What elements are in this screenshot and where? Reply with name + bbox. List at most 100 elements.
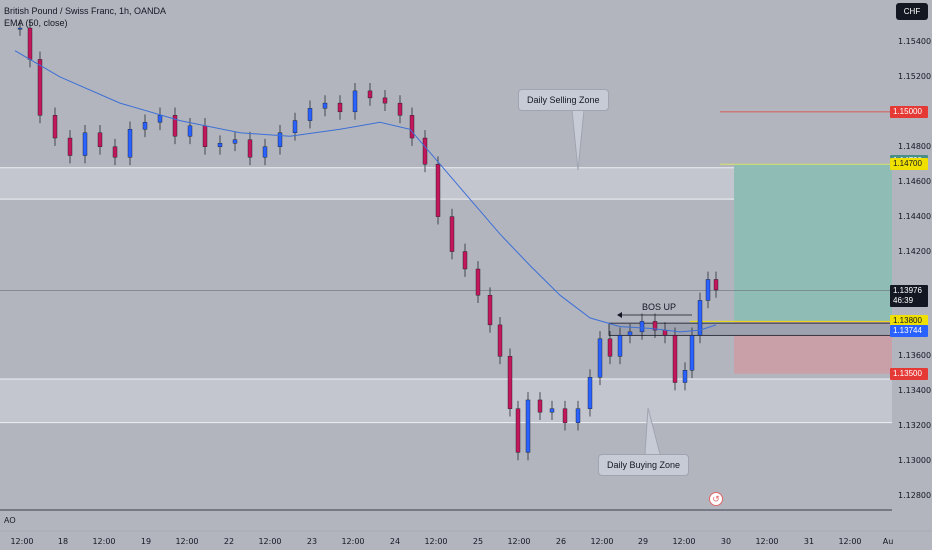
price-axis-label: 1.14600 <box>898 176 932 186</box>
ema-legend[interactable]: EMA (50, close) <box>4 18 68 28</box>
candle-body <box>575 408 581 423</box>
candle-body <box>682 370 688 383</box>
time-axis-label: 26 <box>555 537 567 546</box>
take-profit-area <box>734 164 892 322</box>
candle-body <box>515 408 521 453</box>
candle-body <box>127 129 133 158</box>
candle-body <box>617 335 623 357</box>
time-axis-label: 12:00 <box>92 537 116 546</box>
candle-body <box>422 137 428 165</box>
time-axis-label: 12:00 <box>341 537 365 546</box>
buying-zone <box>0 379 892 423</box>
time-axis-label: 12:00 <box>10 537 34 546</box>
time-axis-label: 22 <box>223 537 235 546</box>
buying-callout-pointer <box>644 407 661 455</box>
candle-body <box>112 146 118 158</box>
time-axis-label: 12:00 <box>507 537 531 546</box>
candle-body <box>662 329 668 336</box>
candle-body <box>607 338 613 357</box>
time-axis-label: 12:00 <box>175 537 199 546</box>
symbol-title[interactable]: British Pound / Swiss Franc, 1h, OANDA <box>4 6 167 16</box>
replay-icon[interactable]: ↺ <box>709 492 723 506</box>
ao-indicator-label[interactable]: AO <box>4 516 16 525</box>
candle-body <box>627 331 633 336</box>
candle-body <box>597 338 603 378</box>
price-tag-target-red: 1.15000 <box>890 105 928 118</box>
candle-body <box>367 90 373 99</box>
time-axis-label: Au <box>882 537 894 546</box>
candle-body <box>232 139 238 144</box>
candle-body <box>487 294 493 326</box>
price-axis-label: 1.13600 <box>898 351 932 361</box>
bar-countdown: 46:39 <box>893 295 914 305</box>
candle-body <box>322 102 328 109</box>
candle-body <box>277 132 283 147</box>
time-axis-label: 12:00 <box>755 537 779 546</box>
candle-body <box>247 139 253 158</box>
candle-body <box>525 399 531 453</box>
candle-body <box>639 321 645 333</box>
candle-body <box>497 324 503 357</box>
time-axis-label: 24 <box>389 537 401 546</box>
price-tag-stop-red: 1.13500 <box>890 367 928 380</box>
candle-body <box>689 335 695 371</box>
candle-body <box>37 59 43 116</box>
time-axis-label: 12:00 <box>672 537 696 546</box>
time-axis-label: 12:00 <box>258 537 282 546</box>
currency-button[interactable]: CHF <box>896 3 928 20</box>
price-tag-entry-yellow: 1.13800 <box>890 315 928 328</box>
candle-body <box>652 321 658 331</box>
candle-body <box>713 279 719 291</box>
time-axis-label: 18 <box>57 537 69 546</box>
candle-body <box>52 115 58 139</box>
candle-body <box>337 102 343 113</box>
price-axis-label: 1.13000 <box>898 456 932 466</box>
current-price-value: 1.13976 <box>893 285 922 295</box>
candle-body <box>697 300 703 336</box>
time-axis-label: 12:00 <box>590 537 614 546</box>
candle-body <box>435 164 441 217</box>
candle-body <box>587 377 593 409</box>
candle-body <box>292 120 298 133</box>
bos-box <box>608 322 893 336</box>
candle-body <box>82 132 88 156</box>
candle-body <box>409 115 415 139</box>
time-axis-label: 30 <box>720 537 732 546</box>
candle-body <box>382 97 388 104</box>
candle-body <box>27 27 33 60</box>
candle-body <box>157 115 163 123</box>
ema-line <box>14 50 717 333</box>
price-axis-label: 1.12800 <box>898 491 932 500</box>
candle-body <box>449 216 455 252</box>
price-axis-label: 1.13400 <box>898 386 932 396</box>
candle-body <box>397 102 403 116</box>
time-axis-label: 25 <box>472 537 484 546</box>
price-axis-label: 1.14800 <box>898 141 932 151</box>
price-tag-ema-blue: 1.13744 <box>890 325 928 338</box>
candle-body <box>705 279 711 301</box>
candle-body <box>549 408 555 413</box>
candle-body <box>262 146 268 158</box>
selling-callout-pointer <box>571 109 585 171</box>
candle-body <box>217 143 223 147</box>
price-axis-label: 1.15400 <box>898 37 932 46</box>
current-price-tag: 1.13976 46:39 <box>890 284 928 307</box>
bos-arrow-head <box>617 312 622 318</box>
candle-body <box>67 137 73 156</box>
time-axis-label: 23 <box>306 537 318 546</box>
candle-body <box>307 108 313 121</box>
time-axis-label: 12:00 <box>424 537 448 546</box>
candle-body <box>17 27 23 30</box>
time-axis-label: 29 <box>637 537 649 546</box>
selling-zone-callout[interactable]: Daily Selling Zone <box>518 89 609 111</box>
candle-body <box>352 90 358 113</box>
time-axis-label: 31 <box>803 537 815 546</box>
bos-label[interactable]: BOS UP <box>642 302 677 312</box>
candle-body <box>475 268 481 296</box>
candle-body <box>672 335 678 383</box>
buying-zone-callout[interactable]: Daily Buying Zone <box>598 454 690 476</box>
price-tag-tp-yellow: 1.14700 <box>890 158 928 171</box>
candle-body <box>97 132 103 147</box>
